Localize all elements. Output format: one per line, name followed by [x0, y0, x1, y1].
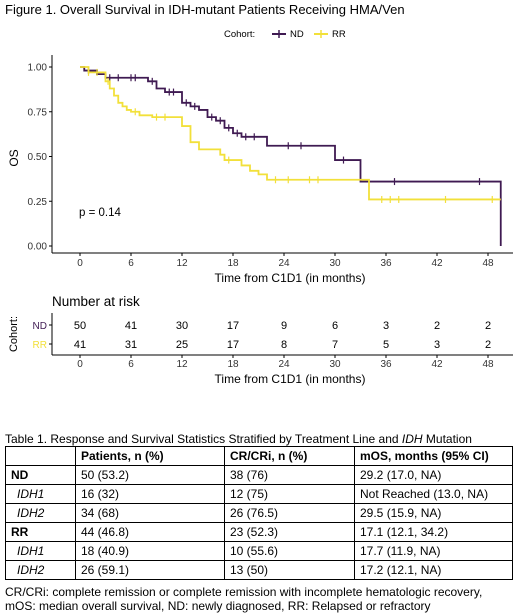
footnote: CR/CRi: complete remission or complete r… — [5, 585, 517, 613]
risk-table-title: Number at risk — [52, 294, 140, 309]
risk-x-tick-label: 18 — [227, 359, 239, 370]
risk-count-nd: 9 — [281, 320, 287, 332]
risk-count-nd: 30 — [176, 320, 188, 332]
km-curve-nd — [80, 66, 502, 246]
table-row: ND 50 (53.2) 38 (76) 29.2 (17.0, NA) — [5, 465, 513, 485]
table-header-cell — [5, 446, 76, 466]
table-cell: 12 (75) — [224, 484, 355, 504]
table-cell: 44 (46.8) — [75, 522, 225, 542]
risk-count-nd: 6 — [332, 320, 338, 332]
y-tick-label: 1.00 — [28, 63, 48, 74]
row-label: ND — [5, 465, 76, 485]
footnote-line: mOS: median overall survival, ND: newly … — [5, 599, 431, 613]
risk-count-nd: 2 — [485, 320, 491, 332]
km-curve-rr — [80, 66, 501, 201]
risk-x-tick-label: 30 — [329, 359, 341, 370]
x-tick-label: 30 — [329, 258, 341, 269]
table-cell: 17.7 (11.9, NA) — [354, 541, 513, 561]
table-header-cell: Patients, n (%) — [75, 446, 225, 466]
risk-count-rr: 2 — [485, 339, 491, 351]
risk-x-tick-label: 48 — [482, 359, 494, 370]
risk-count-rr: 17 — [227, 339, 239, 351]
risk-x-tick-label: 24 — [278, 359, 290, 370]
risk-count-nd: 2 — [434, 320, 440, 332]
x-tick-label: 6 — [128, 258, 134, 269]
y-tick-label: 0.00 — [28, 242, 48, 253]
table-cell: 29.2 (17.0, NA) — [354, 465, 513, 485]
table-cell: 23 (52.3) — [224, 522, 355, 542]
table-caption: Table 1. Response and Survival Statistic… — [5, 432, 472, 446]
risk-count-rr: 3 — [434, 339, 440, 351]
p-value-annotation: p = 0.14 — [79, 207, 121, 219]
table-cell: 16 (32) — [75, 484, 225, 504]
figure-title: Figure 1. Overall Survival in IDH-mutant… — [5, 2, 405, 17]
table-header-cell: CR/CRi, n (%) — [224, 446, 355, 466]
risk-count-rr: 7 — [332, 339, 338, 351]
row-label: RR — [5, 522, 76, 542]
table-cell: 34 (68) — [75, 503, 225, 523]
table-caption-italic: IDH — [401, 432, 423, 446]
stats-table: Patients, n (%) CR/CRi, n (%) mOS, month… — [5, 446, 513, 580]
y-tick-label: 0.50 — [28, 152, 48, 163]
risk-count-rr: 25 — [176, 339, 188, 351]
table-row: RR 44 (46.8) 23 (52.3) 17.1 (12.1, 34.2) — [5, 522, 513, 542]
y-axis-label: OS — [7, 149, 21, 166]
table-row: IDH2 26 (59.1) 13 (50) 17.2 (12.1, NA) — [5, 560, 513, 580]
x-tick-label: 36 — [380, 258, 392, 269]
table-cell: 29.5 (15.9, NA) — [354, 503, 513, 523]
km-figure: Cohort: ND RR 0.00 0.25 0.50 0.75 1.00 0 6 12 18 24 3… — [7, 29, 513, 386]
table-cell: 18 (40.9) — [75, 541, 225, 561]
risk-count-rr: 41 — [74, 339, 86, 351]
risk-x-tick-label: 42 — [431, 359, 443, 370]
x-tick-label: 0 — [77, 258, 83, 269]
x-axis-label: Time from C1D1 (in months) — [215, 271, 366, 285]
table-row: IDH1 16 (32) 12 (75) Not Reached (13.0, … — [5, 484, 513, 504]
risk-x-tick-label: 6 — [128, 359, 134, 370]
x-tick-label: 42 — [431, 258, 443, 269]
y-tick-label: 0.25 — [28, 197, 48, 208]
table-caption-suffix: Mutation — [422, 432, 472, 446]
x-tick-label: 24 — [278, 258, 290, 269]
table-row: IDH2 34 (68) 26 (76.5) 29.5 (15.9, NA) — [5, 503, 513, 523]
table-cell: 17.2 (12.1, NA) — [354, 560, 513, 580]
table-cell: 26 (59.1) — [75, 560, 225, 580]
table-cell: 26 (76.5) — [224, 503, 355, 523]
legend-entry-nd: ND — [290, 29, 304, 40]
risk-x-axis-label: Time from C1D1 (in months) — [215, 372, 366, 386]
x-tick-label: 12 — [176, 258, 188, 269]
row-label: IDH1 — [5, 484, 76, 504]
table-cell: 50 (53.2) — [75, 465, 225, 485]
table-cell: 17.1 (12.1, 34.2) — [354, 522, 513, 542]
row-label: IDH1 — [5, 541, 76, 561]
legend-title: Cohort: — [224, 29, 255, 40]
risk-y-label: Cohort: — [8, 316, 20, 352]
table-cell: Not Reached (13.0, NA) — [354, 484, 513, 504]
x-tick-label: 48 — [482, 258, 494, 269]
table-cell: 38 (76) — [224, 465, 355, 485]
risk-count-rr: 8 — [281, 339, 287, 351]
risk-x-tick-label: 36 — [380, 359, 392, 370]
risk-x-tick-label: 0 — [77, 359, 83, 370]
row-label: IDH2 — [5, 560, 76, 580]
y-tick-label: 0.75 — [28, 107, 48, 118]
risk-count-rr: 31 — [125, 339, 137, 351]
table-caption-prefix: Table 1. Response and Survival Statistic… — [5, 432, 402, 446]
footnote-line: CR/CRi: complete remission or complete r… — [5, 585, 483, 599]
risk-count-nd: 41 — [125, 320, 137, 332]
table-header-cell: mOS, months (95% CI) — [354, 446, 513, 466]
row-label: IDH2 — [5, 503, 76, 523]
risk-count-nd: 17 — [227, 320, 239, 332]
legend-entry-rr: RR — [332, 29, 346, 40]
table-cell: 10 (55.6) — [224, 541, 355, 561]
risk-count-nd: 3 — [383, 320, 389, 332]
table-cell: 13 (50) — [224, 560, 355, 580]
x-tick-label: 18 — [227, 258, 239, 269]
risk-count-nd: 50 — [74, 320, 86, 332]
risk-row-label-rr: RR — [33, 340, 47, 351]
risk-x-tick-label: 12 — [176, 359, 188, 370]
table-row: IDH1 18 (40.9) 10 (55.6) 17.7 (11.9, NA) — [5, 541, 513, 561]
risk-row-label-nd: ND — [33, 321, 47, 332]
table-header-row: Patients, n (%) CR/CRi, n (%) mOS, month… — [5, 446, 513, 466]
risk-count-rr: 5 — [383, 339, 389, 351]
